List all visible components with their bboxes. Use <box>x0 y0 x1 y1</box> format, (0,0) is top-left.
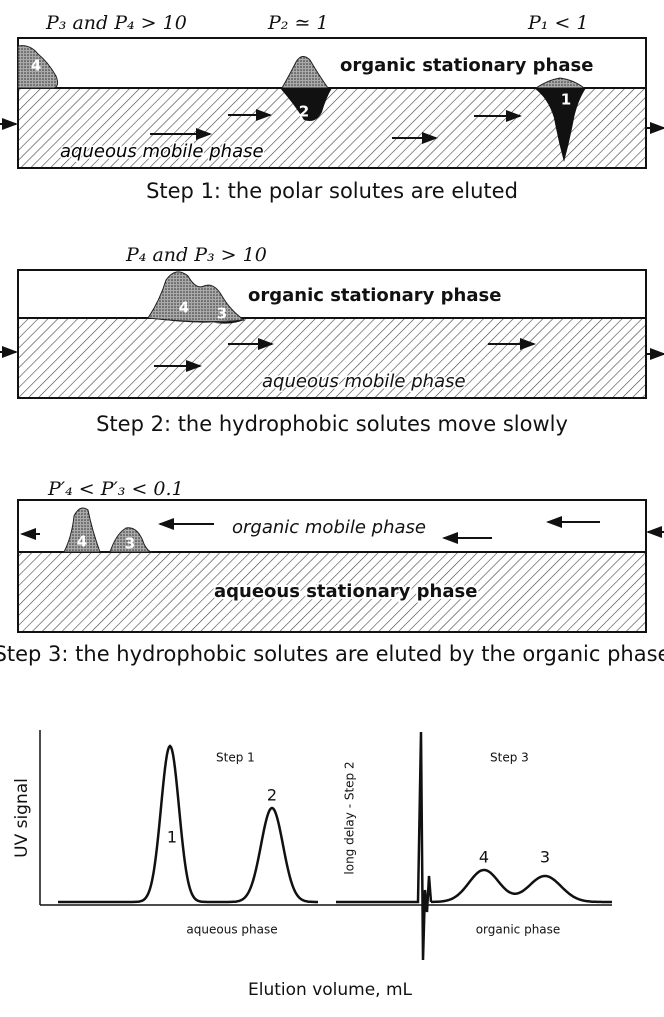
partition-label: P₃ and P₄ > 10 <box>45 12 187 34</box>
phase-label: organic mobile phase <box>232 517 426 538</box>
peak-label: 4 <box>479 848 489 867</box>
step-label: Step 1 <box>216 751 255 765</box>
peak-label: 1 <box>167 828 177 847</box>
partition-label: P₁ < 1 <box>527 12 589 34</box>
solute-label: 3 <box>217 305 227 323</box>
phase-axis-label: aqueous phase <box>186 923 277 937</box>
phase-label: organic stationary phase <box>340 55 593 76</box>
solute-label: 4 <box>31 57 41 75</box>
step-label: Step 3 <box>490 751 529 765</box>
chromatogram: UV signal Elution volume, mL Step 1 Step… <box>12 730 612 1000</box>
phase-axis-label: organic phase <box>476 923 561 937</box>
peak-label: 2 <box>267 786 277 805</box>
delay-label: long delay - Step 2 <box>343 761 357 874</box>
solute-label: 1 <box>561 91 571 109</box>
phase-label: aqueous stationary phase <box>214 581 477 602</box>
solute-label: 2 <box>299 103 309 121</box>
chromatogram-trace <box>58 731 612 961</box>
partition-label: P₂ ≃ 1 <box>267 12 329 34</box>
caption: Step 3: the hydrophobic solutes are elut… <box>0 642 664 666</box>
y-axis-label: UV signal <box>12 778 32 858</box>
partition-label: P₄ and P₃ > 10 <box>125 244 267 266</box>
peak-label: 3 <box>540 848 550 867</box>
solute-label: 4 <box>77 533 87 551</box>
panel-1: P₃ and P₄ > 10 P₂ ≃ 1 P₁ < 1 organic sta… <box>0 12 664 203</box>
solute-label: 4 <box>179 299 189 317</box>
phase-label: organic stationary phase <box>248 285 501 306</box>
partition-label: P′₄ < P′₃ < 0.1 <box>47 478 184 500</box>
phase-label: aqueous mobile phase <box>262 371 466 392</box>
solute-label: 3 <box>125 535 135 553</box>
caption: Step 2: the hydrophobic solutes move slo… <box>96 412 568 436</box>
phase-label: aqueous mobile phase <box>60 141 264 162</box>
x-axis-label: Elution volume, mL <box>248 980 413 1000</box>
panel-3: P′₄ < P′₃ < 0.1 organic mobile phase aqu… <box>0 478 664 666</box>
panel-2: P₄ and P₃ > 10 organic stationary phase … <box>0 244 664 436</box>
caption: Step 1: the polar solutes are eluted <box>146 179 518 203</box>
